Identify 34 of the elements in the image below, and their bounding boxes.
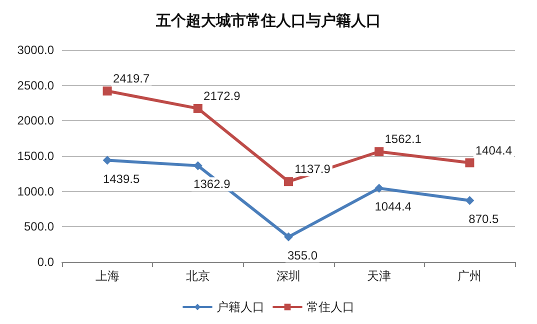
point bbox=[193, 104, 202, 113]
y-tick-label: 2000.0 bbox=[17, 114, 54, 128]
data-label: 1562.1 bbox=[384, 132, 422, 146]
data-label: 870.5 bbox=[468, 212, 500, 226]
y-tick-label: 2500.0 bbox=[17, 78, 54, 92]
data-label: 1044.4 bbox=[374, 200, 412, 214]
x-tick-label: 天津 bbox=[367, 269, 392, 283]
data-label: 1439.5 bbox=[102, 172, 140, 186]
y-tick-label: 1000.0 bbox=[17, 184, 54, 198]
point bbox=[102, 86, 112, 96]
legend-label: 常住人口 bbox=[306, 300, 354, 314]
x-tick-label: 上海 bbox=[95, 269, 120, 283]
chart-title: 五个超大城市常住人口与户籍人口 bbox=[155, 12, 381, 30]
data-label: 1404.4 bbox=[475, 143, 512, 158]
y-tick-label: 0.0 bbox=[37, 255, 54, 269]
data-label: 1362.9 bbox=[194, 177, 231, 192]
point bbox=[193, 161, 202, 170]
y-tick-label: 500.0 bbox=[24, 220, 54, 234]
data-label: 2419.7 bbox=[112, 72, 150, 86]
x-tick-label: 深圳 bbox=[276, 269, 300, 283]
point bbox=[374, 147, 384, 156]
x-tick-label: 广州 bbox=[458, 269, 482, 283]
x-tick-label: 北京 bbox=[186, 269, 210, 283]
data-label: 1137.9 bbox=[294, 162, 331, 176]
point bbox=[374, 184, 384, 193]
y-tick-label: 1500.0 bbox=[17, 149, 54, 163]
data-label: 2172.9 bbox=[204, 88, 241, 103]
y-tick-label: 3000.0 bbox=[17, 43, 54, 57]
point bbox=[284, 232, 293, 242]
point bbox=[465, 196, 474, 205]
data-label: 355.0 bbox=[287, 248, 318, 262]
legend-label: 户籍人口 bbox=[216, 300, 264, 314]
point bbox=[465, 158, 474, 168]
point bbox=[284, 177, 293, 186]
